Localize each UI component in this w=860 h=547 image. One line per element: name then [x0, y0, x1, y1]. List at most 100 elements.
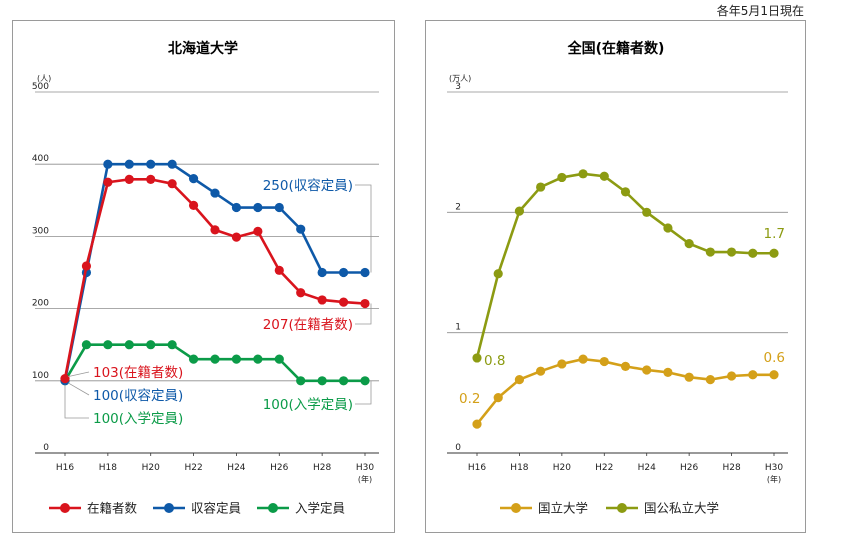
data-point	[536, 366, 546, 376]
data-point	[642, 365, 652, 375]
x-tick-label: H26	[270, 463, 288, 473]
x-tick-label: H24	[227, 463, 245, 473]
leader-line	[67, 371, 90, 378]
data-point	[124, 174, 134, 184]
x-tick-label: H28	[722, 463, 740, 473]
annotation-admission-end: 100(入学定員)	[263, 397, 353, 413]
data-point	[317, 376, 327, 386]
x-tick-label: H18	[510, 463, 528, 473]
legend-label: 在籍者数	[87, 501, 138, 516]
data-point	[188, 354, 199, 364]
leader-line	[355, 380, 372, 405]
y-tick-label: 0	[455, 443, 461, 453]
leader-line	[355, 184, 372, 273]
data-point	[726, 247, 737, 257]
annotation-all-end: 1.7	[764, 226, 785, 242]
data-point	[210, 188, 220, 198]
data-point	[748, 370, 758, 380]
hokkaido-chart: 北海道大学 (人) 0 100 200 300 400 500 H16 H18 H20 H22 H24 H…	[32, 40, 379, 516]
y-tick-label: 2	[455, 202, 461, 212]
annotation-national-end: 0.6	[764, 350, 785, 366]
hokkaido-chart-panel: 北海道大学 (人) 0 100 200 300 400 500 H16 H18 H20 H22 H24 H…	[12, 20, 395, 533]
y-tick-label: 100	[32, 371, 49, 381]
data-point	[60, 374, 70, 384]
legend-swatch-marker	[164, 503, 174, 513]
data-point	[253, 226, 263, 236]
legend-swatch-marker	[617, 503, 627, 513]
data-point	[360, 298, 370, 309]
legend-label: 国立大学	[538, 501, 588, 516]
legend-swatch-marker	[60, 503, 70, 513]
data-point	[167, 179, 177, 189]
y-axis-unit: (万人)	[449, 74, 471, 83]
data-point	[684, 239, 694, 249]
data-point	[536, 182, 546, 192]
data-point	[338, 297, 349, 307]
legend-swatch-marker	[268, 503, 278, 513]
annotation-capacity-start: 100(収容定員)	[93, 387, 183, 404]
data-point	[188, 174, 199, 184]
data-point	[338, 267, 349, 278]
x-tick-label: H20	[553, 463, 571, 473]
data-point	[663, 223, 673, 233]
leader-line	[355, 303, 372, 325]
data-point	[274, 202, 284, 213]
y-tick-label: 0	[43, 443, 49, 453]
legend-label: 国公私立大学	[644, 501, 719, 516]
data-point	[274, 354, 284, 364]
data-point	[514, 206, 525, 216]
data-point	[146, 159, 156, 169]
x-tick-label: H26	[680, 463, 698, 473]
data-point	[472, 419, 482, 429]
data-point	[317, 295, 327, 305]
x-tick-label: H16	[468, 463, 486, 473]
data-point	[620, 187, 631, 197]
y-tick-label: 400	[32, 154, 49, 164]
data-point	[253, 202, 263, 213]
data-point	[360, 267, 370, 278]
data-point	[231, 354, 242, 364]
annotation-capacity-end: 250(収容定員)	[263, 177, 353, 194]
y-axis-unit: (人)	[37, 74, 51, 83]
x-tick-label: H18	[99, 463, 117, 473]
series-line-2	[475, 172, 774, 359]
data-point	[705, 247, 715, 257]
data-point	[210, 225, 220, 235]
data-point	[81, 261, 92, 271]
x-tick-label: H20	[142, 463, 160, 473]
data-point	[338, 376, 349, 386]
data-point	[663, 367, 673, 377]
leader-line	[67, 382, 90, 396]
x-tick-label: H24	[638, 463, 656, 473]
data-point	[124, 340, 134, 350]
data-point	[578, 354, 588, 364]
data-point	[81, 340, 92, 350]
data-point	[748, 248, 758, 258]
annotation-national-start: 0.2	[459, 391, 480, 407]
data-point	[231, 232, 242, 242]
data-point	[253, 354, 263, 364]
leader-line	[64, 384, 89, 419]
y-tick-label: 200	[32, 299, 49, 309]
data-point	[557, 172, 567, 183]
chart-title: 全国(在籍者数)	[567, 40, 665, 57]
x-tick-label: H22	[595, 463, 613, 473]
data-point	[167, 340, 177, 350]
data-point	[296, 224, 306, 234]
legend-label: 収容定員	[191, 501, 242, 516]
annotation-admission-start: 100(入学定員)	[93, 411, 183, 427]
annotation-enrolled-start: 103(在籍者数)	[93, 364, 183, 381]
x-axis-unit: (年)	[358, 474, 372, 484]
annotation-all-start: 0.8	[484, 353, 505, 369]
legend-label: 入学定員	[295, 501, 346, 516]
data-point	[769, 248, 779, 258]
national-chart-panel: 全国(在籍者数) (万人) 0 1 2 3 H16 H18 H20 H22 H24 H26 H28 H30…	[425, 20, 806, 533]
y-tick-label: 1	[455, 323, 461, 333]
data-point	[124, 159, 134, 169]
x-tick-label: H30	[356, 463, 374, 473]
data-point	[296, 376, 306, 386]
data-point	[769, 370, 779, 380]
y-tick-label: 3	[455, 82, 461, 92]
data-point	[705, 374, 715, 385]
data-point	[146, 174, 156, 184]
